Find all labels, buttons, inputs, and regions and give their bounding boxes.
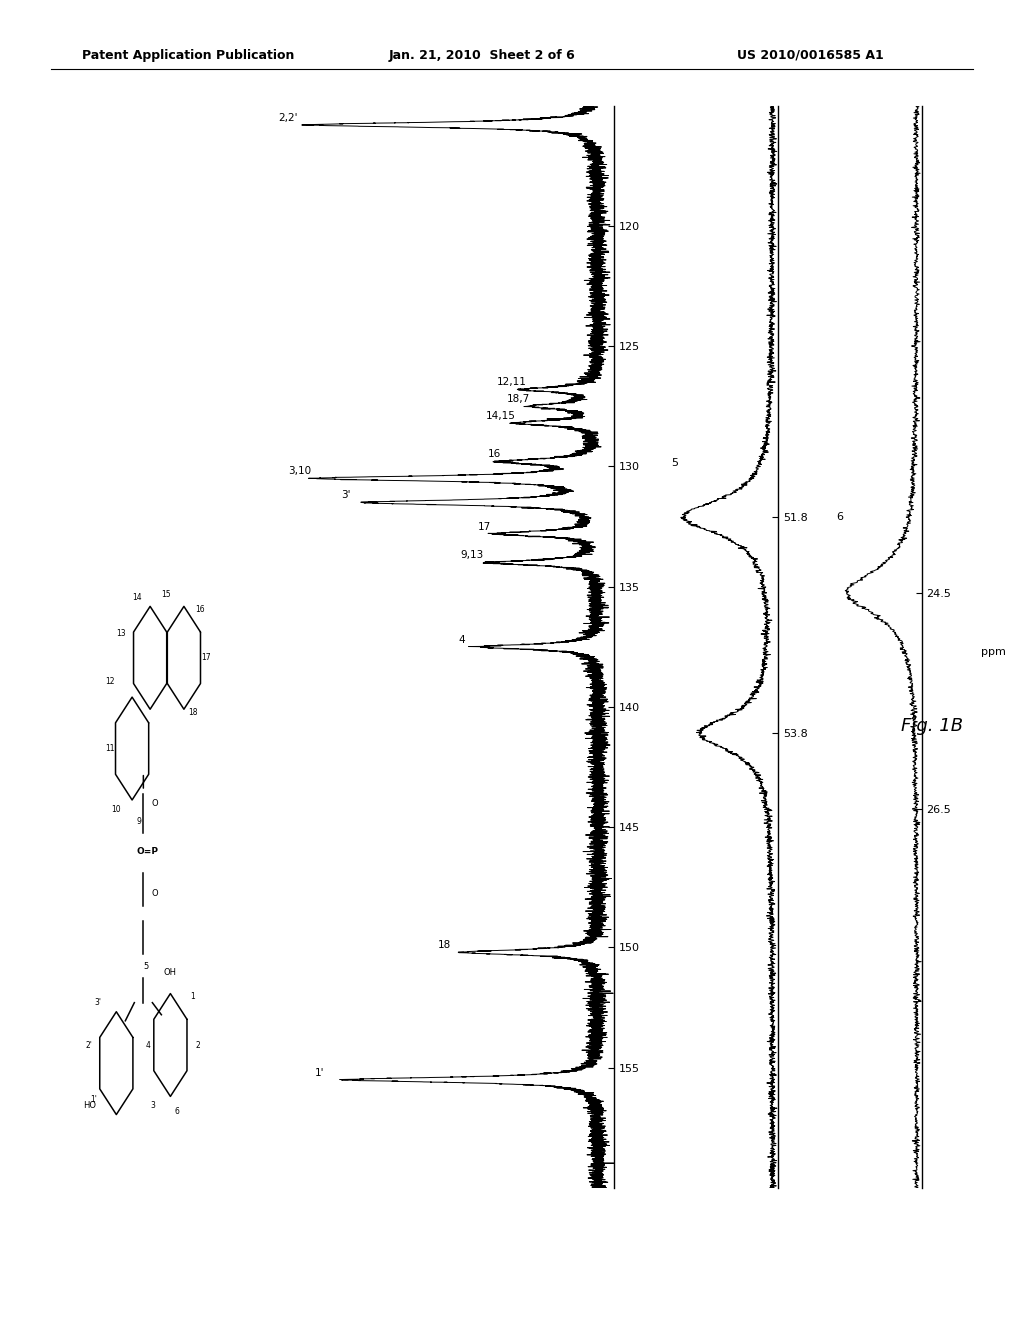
Text: 1': 1' bbox=[90, 1096, 97, 1104]
Text: 15: 15 bbox=[161, 590, 171, 599]
Text: 3: 3 bbox=[150, 1101, 155, 1110]
Text: 18: 18 bbox=[188, 708, 198, 717]
Text: 16: 16 bbox=[195, 605, 205, 614]
Text: 5: 5 bbox=[143, 962, 148, 970]
Text: Fig. 1B: Fig. 1B bbox=[901, 717, 963, 735]
Text: 2,2': 2,2' bbox=[279, 112, 298, 123]
Text: O=P: O=P bbox=[137, 847, 159, 855]
Text: Jan. 21, 2010  Sheet 2 of 6: Jan. 21, 2010 Sheet 2 of 6 bbox=[389, 49, 575, 62]
Text: 2': 2' bbox=[86, 1040, 93, 1049]
Text: 14: 14 bbox=[132, 593, 141, 602]
Text: 5: 5 bbox=[672, 458, 679, 467]
Text: 3': 3' bbox=[341, 490, 350, 500]
Text: 1: 1 bbox=[190, 993, 196, 1001]
Text: HO: HO bbox=[83, 1101, 96, 1110]
Text: 4: 4 bbox=[145, 1040, 151, 1049]
Text: 16: 16 bbox=[487, 449, 501, 459]
Text: 10: 10 bbox=[112, 805, 121, 813]
Text: 1': 1' bbox=[314, 1068, 325, 1077]
Text: 2: 2 bbox=[195, 1040, 200, 1049]
Y-axis label: ppm: ppm bbox=[837, 647, 862, 657]
Text: US 2010/0016585 A1: US 2010/0016585 A1 bbox=[737, 49, 884, 62]
Y-axis label: ppm: ppm bbox=[670, 647, 694, 657]
Text: O: O bbox=[152, 890, 158, 898]
Text: 13: 13 bbox=[116, 630, 126, 638]
Text: 12: 12 bbox=[104, 677, 115, 686]
Text: O: O bbox=[152, 799, 158, 808]
Text: 4: 4 bbox=[459, 635, 465, 644]
Text: 18,7: 18,7 bbox=[507, 395, 530, 404]
Text: 3': 3' bbox=[95, 998, 101, 1007]
Text: 3,10: 3,10 bbox=[288, 466, 311, 477]
Text: 6: 6 bbox=[175, 1107, 179, 1115]
Text: 17: 17 bbox=[478, 521, 492, 532]
Text: 6: 6 bbox=[837, 512, 844, 521]
Text: 9,13: 9,13 bbox=[461, 550, 484, 561]
Y-axis label: ppm: ppm bbox=[981, 647, 1006, 657]
Text: 9: 9 bbox=[136, 817, 141, 825]
Text: OH: OH bbox=[164, 968, 177, 977]
Text: 17: 17 bbox=[202, 653, 211, 663]
Text: 11: 11 bbox=[104, 744, 115, 752]
Text: 12,11: 12,11 bbox=[497, 378, 526, 387]
Text: Patent Application Publication: Patent Application Publication bbox=[82, 49, 294, 62]
Text: 18: 18 bbox=[437, 940, 451, 950]
Text: 14,15: 14,15 bbox=[486, 411, 516, 421]
